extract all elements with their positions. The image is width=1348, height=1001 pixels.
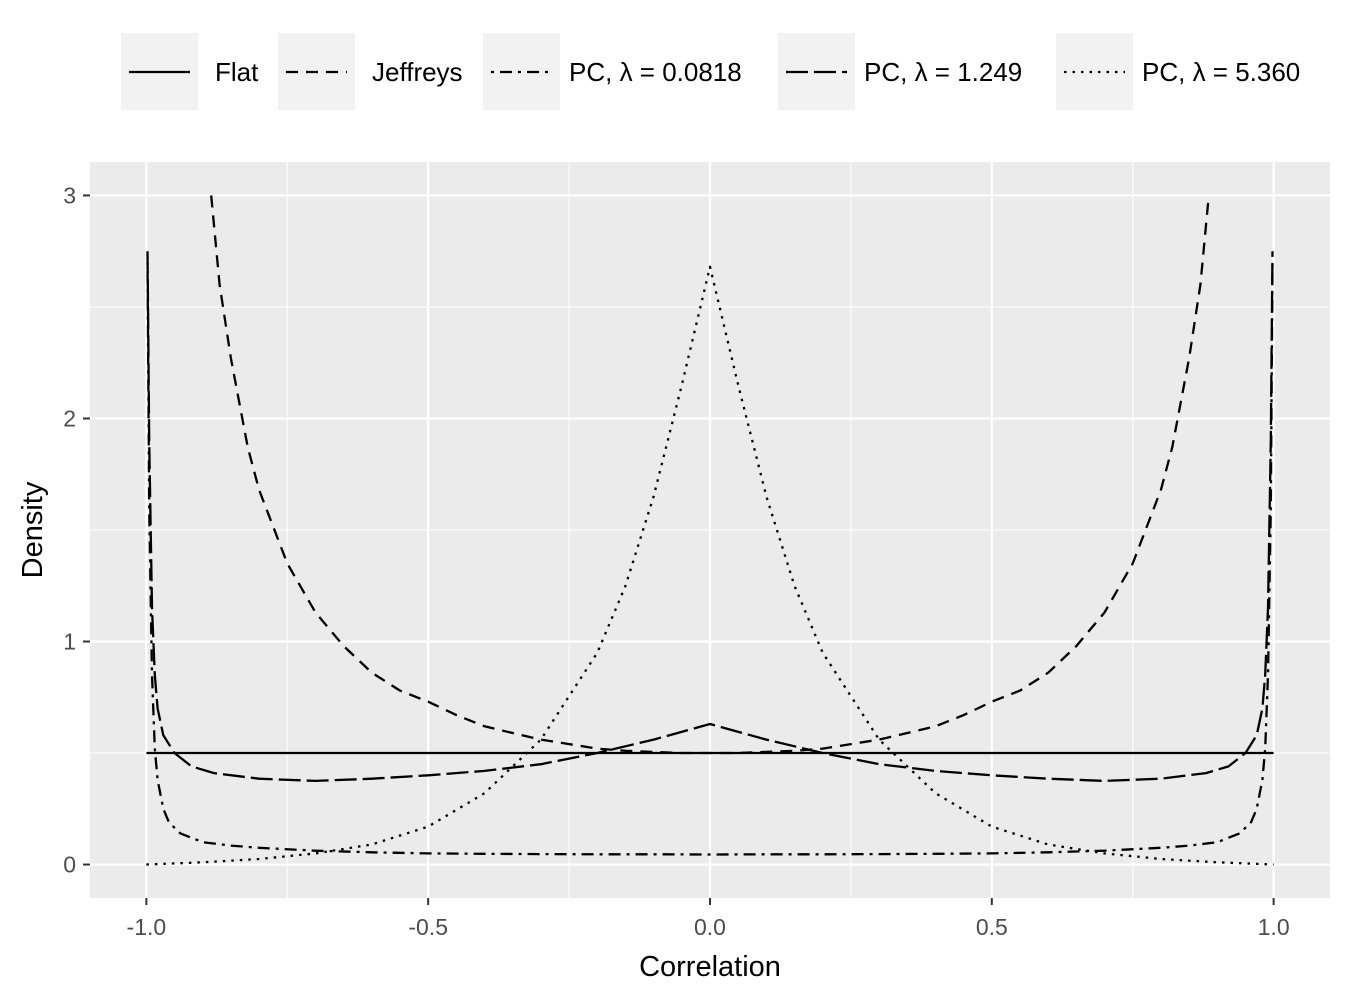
series-line-3 bbox=[146, 262, 1274, 856]
y-tick-label: 2 bbox=[63, 405, 76, 431]
legend-label: PC, λ = 0.0818 bbox=[569, 57, 742, 87]
x-tick-label: 1.0 bbox=[1258, 914, 1290, 940]
x-tick-label: -0.5 bbox=[408, 914, 448, 940]
x-axis-title: Correlation bbox=[639, 951, 781, 983]
legend-label: PC, λ = 5.360 bbox=[1142, 57, 1300, 87]
legend-key-box bbox=[1056, 33, 1133, 110]
x-tick-label: 0.5 bbox=[976, 914, 1008, 940]
legend: Flat Jeffreys PC, λ = 0.0818 PC, λ = 1.249 P… bbox=[121, 33, 1300, 110]
y-tick-label: 3 bbox=[63, 182, 76, 208]
y-axis: 0 1 2 3 bbox=[63, 182, 90, 878]
series-line-4 bbox=[146, 251, 1274, 783]
legend-label: PC, λ = 1.249 bbox=[864, 57, 1022, 87]
series-lines bbox=[146, 195, 1274, 866]
legend-key-box bbox=[483, 33, 560, 110]
x-axis: -1.0 -0.5 0.0 0.5 1.0 bbox=[127, 898, 1290, 940]
y-axis-title: Density bbox=[17, 481, 49, 578]
series-line-2 bbox=[210, 195, 1210, 755]
legend-label: Flat bbox=[215, 57, 259, 87]
major-gridlines bbox=[90, 162, 1330, 898]
legend-label: Jeffreys bbox=[372, 57, 463, 87]
series-line-5 bbox=[146, 265, 1274, 866]
x-tick-label: -1.0 bbox=[127, 914, 167, 940]
y-tick-label: 1 bbox=[63, 629, 76, 655]
y-tick-label: 0 bbox=[63, 852, 76, 878]
x-tick-label: 0.0 bbox=[694, 914, 726, 940]
